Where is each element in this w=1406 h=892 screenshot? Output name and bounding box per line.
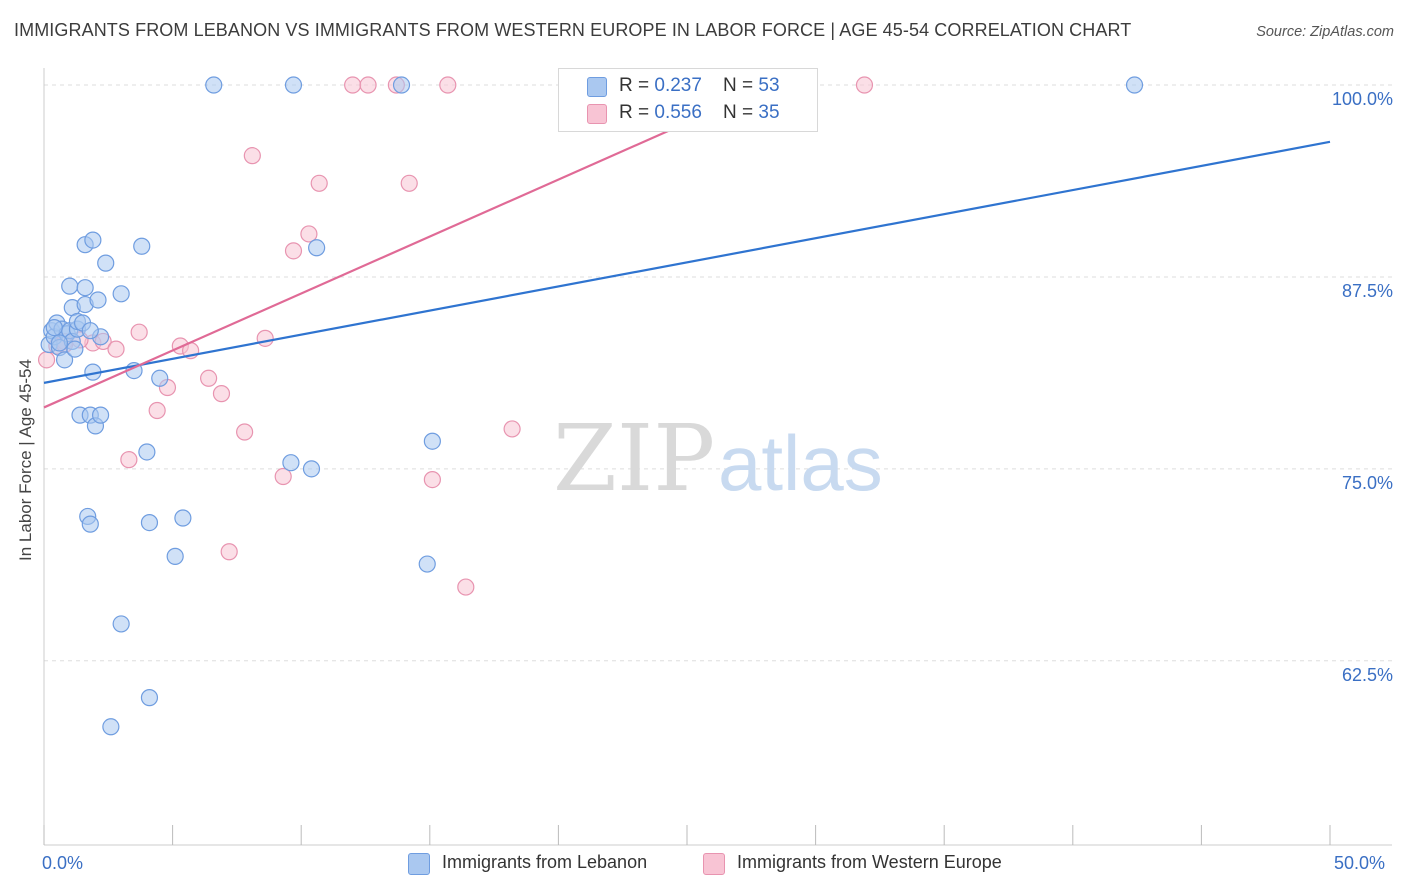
data-point: [344, 76, 362, 94]
data-point: [112, 615, 130, 633]
y-tick-label: 75.0%: [1342, 473, 1393, 493]
data-point: [166, 547, 184, 565]
data-point: [308, 239, 326, 257]
data-point: [220, 543, 238, 561]
data-point: [855, 76, 874, 94]
watermark-atlas: atlas: [718, 419, 883, 507]
legend-r-value: 0.556: [654, 102, 702, 123]
data-point: [310, 174, 328, 192]
trendlines: [43, 84, 1331, 409]
data-point: [256, 329, 274, 347]
data-point: [37, 351, 56, 369]
data-point: [205, 76, 223, 94]
data-point: [112, 285, 130, 303]
data-point: [284, 76, 303, 94]
data-point: [130, 323, 148, 341]
data-point: [439, 76, 457, 94]
data-point: [392, 76, 411, 94]
data-point: [97, 254, 115, 272]
data-point: [140, 689, 159, 707]
data-point: [1125, 76, 1144, 94]
data-point: [151, 369, 169, 387]
chart-title: IMMIGRANTS FROM LEBANON VS IMMIGRANTS FR…: [14, 20, 1132, 40]
watermark: ZIP atlas: [553, 405, 883, 512]
data-point: [138, 443, 156, 461]
data-point: [423, 471, 441, 489]
data-point: [457, 578, 475, 596]
bottom-legend-swatch-pink: [703, 853, 725, 875]
data-point: [243, 147, 261, 165]
y-tick-labels: 62.5% 75.0% 87.5% 100.0%: [1332, 89, 1393, 685]
data-point: [45, 319, 63, 337]
source-label: Source: ZipAtlas.com: [1256, 24, 1394, 40]
data-point: [302, 460, 321, 478]
trendline-lebanon: [43, 140, 1331, 384]
legend-r-value: 0.237: [654, 75, 702, 96]
data-point: [503, 420, 521, 438]
data-point: [91, 406, 110, 424]
data-point: [418, 555, 436, 573]
data-point: [148, 401, 166, 420]
data-point: [89, 291, 107, 309]
data-point: [236, 423, 254, 441]
trendline-western-europe: [43, 84, 773, 409]
data-point: [423, 432, 441, 450]
data-point: [284, 242, 303, 260]
data-point: [84, 231, 102, 249]
y-tick-label: 87.5%: [1342, 281, 1393, 301]
bottom-legend-label: Immigrants from Lebanon: [442, 852, 648, 872]
legend-n-label: N =: [723, 102, 759, 123]
data-point: [76, 279, 94, 297]
data-point: [274, 467, 292, 486]
x-tick-label-min: 0.0%: [42, 853, 84, 873]
series-western-europe-points: [37, 76, 874, 596]
data-point: [102, 718, 120, 736]
axes: [43, 68, 1392, 846]
data-point: [107, 340, 125, 358]
legend-swatch-blue: [587, 77, 607, 97]
gridlines: [44, 84, 1392, 662]
legend-r-label: R =: [619, 102, 655, 123]
data-point: [174, 509, 192, 527]
data-point: [140, 513, 159, 532]
data-point: [81, 515, 99, 533]
data-point: [133, 237, 151, 255]
data-point: [50, 334, 69, 352]
data-point: [200, 369, 218, 387]
data-point: [66, 340, 84, 358]
x-tick-label-max: 50.0%: [1334, 853, 1386, 873]
data-point: [400, 174, 418, 192]
bottom-legend-swatch-blue: [408, 853, 430, 875]
y-tick-label: 100.0%: [1332, 89, 1393, 109]
y-axis-label: In Labor Force | Age 45-54: [16, 359, 35, 561]
data-point: [55, 351, 74, 369]
data-point: [120, 451, 138, 469]
legend-n-value: 35: [758, 102, 780, 123]
watermark-zip: ZIP: [553, 405, 715, 512]
y-tick-label: 62.5%: [1342, 665, 1393, 685]
data-point: [81, 322, 99, 340]
legend-n-value: 53: [758, 75, 780, 96]
legend-swatch-pink: [587, 104, 607, 124]
bottom-legend-label: Immigrants from Western Europe: [737, 852, 1002, 872]
legend-box: R = 0.237 N = 53 R = 0.556 N = 35: [558, 68, 818, 132]
data-point: [61, 277, 79, 295]
legend-n-label: N =: [723, 75, 759, 96]
data-point: [282, 454, 300, 472]
data-point: [359, 76, 377, 94]
data-point: [300, 225, 318, 243]
data-point: [212, 385, 231, 403]
legend-r-label: R =: [619, 75, 655, 96]
